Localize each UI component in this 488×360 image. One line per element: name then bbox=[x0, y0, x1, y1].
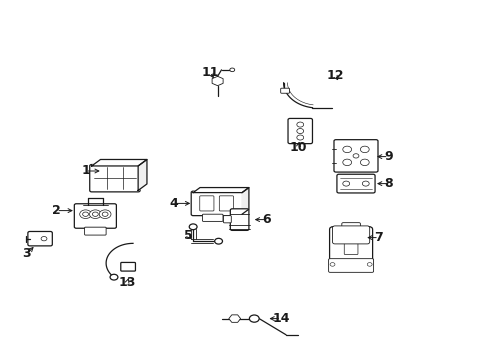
FancyBboxPatch shape bbox=[230, 209, 248, 230]
Circle shape bbox=[110, 274, 118, 280]
Circle shape bbox=[80, 210, 91, 219]
Circle shape bbox=[360, 146, 368, 153]
Polygon shape bbox=[193, 188, 248, 193]
Text: 3: 3 bbox=[22, 247, 31, 260]
Circle shape bbox=[360, 159, 368, 166]
Text: 14: 14 bbox=[272, 312, 289, 325]
Text: 1: 1 bbox=[81, 165, 90, 177]
Circle shape bbox=[352, 154, 358, 158]
FancyBboxPatch shape bbox=[280, 88, 289, 93]
Circle shape bbox=[342, 159, 351, 166]
FancyBboxPatch shape bbox=[341, 222, 360, 233]
Text: 8: 8 bbox=[384, 177, 392, 190]
Polygon shape bbox=[212, 76, 223, 86]
Circle shape bbox=[92, 212, 98, 216]
Circle shape bbox=[89, 210, 101, 219]
FancyBboxPatch shape bbox=[223, 216, 231, 223]
FancyBboxPatch shape bbox=[74, 204, 116, 228]
Circle shape bbox=[41, 237, 47, 241]
Circle shape bbox=[249, 315, 259, 322]
Text: 5: 5 bbox=[183, 229, 192, 242]
Text: 13: 13 bbox=[118, 276, 136, 289]
FancyBboxPatch shape bbox=[89, 165, 140, 192]
FancyBboxPatch shape bbox=[344, 242, 357, 255]
Text: 12: 12 bbox=[325, 69, 343, 82]
FancyBboxPatch shape bbox=[121, 262, 135, 271]
Text: 6: 6 bbox=[262, 213, 270, 226]
Circle shape bbox=[296, 135, 303, 140]
Circle shape bbox=[102, 212, 108, 216]
FancyBboxPatch shape bbox=[28, 231, 52, 246]
Text: 2: 2 bbox=[52, 204, 61, 217]
Text: 9: 9 bbox=[384, 150, 392, 163]
Text: 11: 11 bbox=[201, 66, 219, 78]
Text: 7: 7 bbox=[374, 231, 383, 244]
Circle shape bbox=[214, 238, 222, 244]
Circle shape bbox=[362, 181, 368, 186]
FancyBboxPatch shape bbox=[287, 118, 312, 144]
Circle shape bbox=[366, 263, 371, 266]
FancyBboxPatch shape bbox=[84, 227, 106, 235]
Circle shape bbox=[342, 146, 351, 153]
Circle shape bbox=[296, 129, 303, 134]
Circle shape bbox=[342, 181, 349, 186]
Circle shape bbox=[329, 263, 334, 266]
FancyBboxPatch shape bbox=[333, 140, 377, 172]
Circle shape bbox=[189, 224, 197, 230]
FancyBboxPatch shape bbox=[332, 226, 369, 244]
FancyBboxPatch shape bbox=[336, 174, 374, 193]
Circle shape bbox=[296, 122, 303, 127]
FancyBboxPatch shape bbox=[329, 227, 372, 266]
FancyBboxPatch shape bbox=[191, 191, 244, 216]
Polygon shape bbox=[92, 159, 146, 166]
Circle shape bbox=[99, 210, 111, 219]
Polygon shape bbox=[138, 159, 146, 190]
Text: 4: 4 bbox=[169, 197, 178, 210]
FancyBboxPatch shape bbox=[328, 258, 373, 272]
FancyBboxPatch shape bbox=[219, 196, 233, 211]
Polygon shape bbox=[228, 315, 240, 322]
Circle shape bbox=[82, 212, 88, 216]
Text: 10: 10 bbox=[289, 141, 306, 154]
FancyBboxPatch shape bbox=[199, 196, 214, 211]
Polygon shape bbox=[242, 188, 248, 214]
Circle shape bbox=[229, 68, 234, 72]
FancyBboxPatch shape bbox=[202, 214, 223, 221]
